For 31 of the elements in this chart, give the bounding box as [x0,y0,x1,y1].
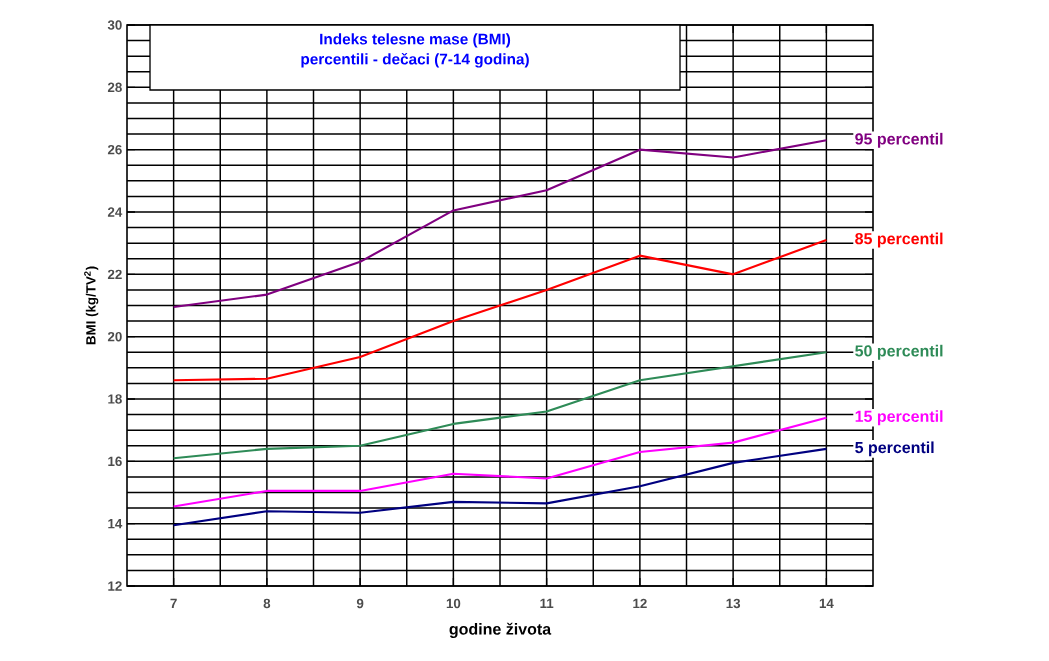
text: Indeks telesne mase (BMI) [320,33,511,48]
y-tick-label: 26 [107,144,122,155]
y-tick-label: 20 [107,331,122,342]
line-series [172,139,828,309]
x-tick-label: 14 [819,598,834,608]
x-tick-label: 10 [446,598,461,609]
y-axis-title: BMI (kg/TV$^{2}$) [84,266,99,345]
y-tick-label: 14 [108,519,123,529]
y-tick-label: 12 [108,581,122,591]
y-tick-label: 22 [107,269,122,279]
x-tick-label: 9 [356,598,364,609]
x-tick-label: 8 [263,598,271,609]
series-label: 5 percentil [855,441,934,457]
x-tick-label: 13 [726,598,741,609]
y-tick-label: 16 [108,456,122,467]
line-series [172,447,828,527]
y-tick-label: 24 [107,207,123,217]
series-label: 95 percentil [855,132,943,148]
series-label: 15 percentil [855,410,943,426]
line-series [172,238,828,382]
y-tick-label: 28 [107,82,122,93]
x-tick-label: 12 [633,598,647,609]
x-axis-title: godine života [449,622,552,638]
series-label: 85 percentil [855,232,943,248]
x-tick-label: 7 [170,598,177,608]
y-tick-label: 18 [108,394,122,404]
x-tick-label: 11 [540,598,554,608]
line-series [172,416,828,508]
text: percentili - dečaci (7-14 godina) [301,52,529,68]
series-label: 50 percentil [855,344,943,360]
y-tick-label: 30 [107,20,122,30]
